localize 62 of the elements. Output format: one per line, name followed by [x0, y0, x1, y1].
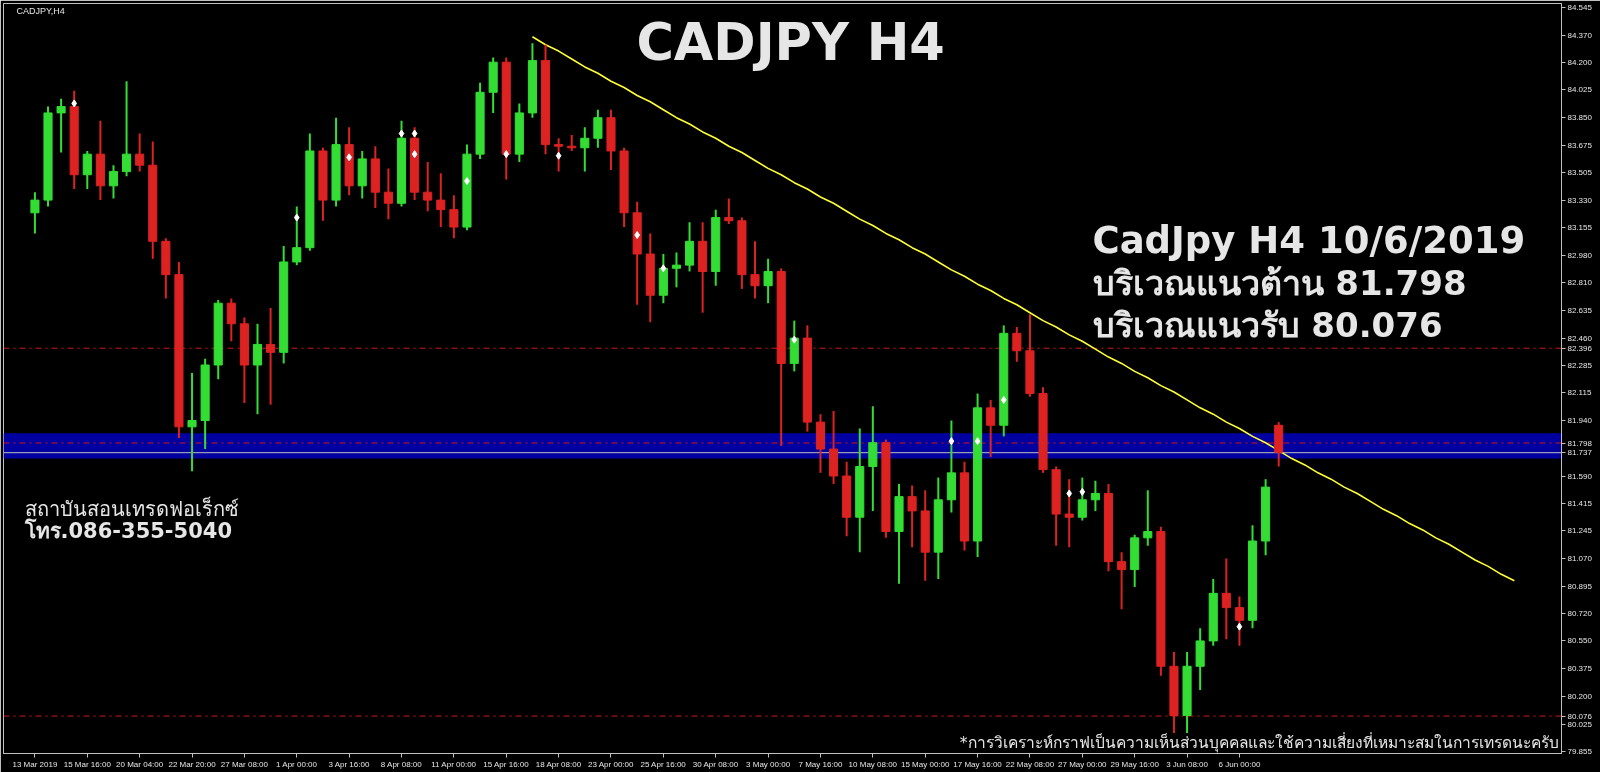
- y-tick-label: 83.675: [1567, 140, 1593, 150]
- x-tick-label: 17 May 16:00: [953, 759, 1003, 769]
- y-tick-label: 81.940: [1567, 416, 1593, 426]
- x-tick-label: 22 Mar 20:00: [168, 759, 217, 769]
- x-tick-label: 18 Apr 08:00: [535, 759, 582, 769]
- annotation: บริเวณแนวรับ 80.076: [1092, 304, 1443, 345]
- y-tick-label: 84.545: [1567, 2, 1593, 12]
- y-tick-label: 82.810: [1567, 278, 1593, 288]
- x-tick-label: 30 Apr 08:00: [692, 759, 739, 769]
- ref-line-label: 81.737: [1567, 448, 1593, 458]
- y-tick-label: 81.415: [1567, 499, 1593, 509]
- x-tick-label: 3 Apr 16:00: [328, 759, 370, 769]
- y-tick-label: 83.505: [1567, 167, 1593, 177]
- x-tick-label: 29 May 16:00: [1110, 759, 1160, 769]
- x-tick-label: 3 May 00:00: [746, 759, 791, 769]
- y-tick-label: 82.115: [1567, 388, 1592, 398]
- y-tick-label: 82.460: [1567, 333, 1593, 343]
- ref-line-label: 82.396: [1567, 343, 1593, 353]
- y-tick-label: 80.200: [1567, 691, 1593, 701]
- x-tick-label: 10 May 08:00: [848, 759, 898, 769]
- y-tick-label: 81.245: [1567, 526, 1593, 536]
- y-tick-label: 81.070: [1567, 553, 1593, 563]
- y-tick-label: 80.895: [1567, 581, 1593, 591]
- x-tick-label: 6 Jun 00:00: [1218, 759, 1261, 769]
- annotation: *การวิเคราะห์กราฟเป็นความเห็นส่วนบุคคลและใช้ความเสี่ยงที่เหมาะสมในการเทรดนะครับ: [959, 731, 1559, 753]
- x-tick-label: 11 Apr 00:00: [431, 759, 477, 769]
- x-tick-label: 1 Apr 00:00: [276, 759, 318, 769]
- y-tick-label: 80.720: [1567, 609, 1593, 619]
- x-tick-label: 3 Jun 08:00: [1166, 759, 1209, 769]
- y-tick-label: 83.330: [1567, 195, 1593, 205]
- x-tick-label: 27 May 00:00: [1058, 759, 1108, 769]
- y-tick-label: 80.550: [1567, 636, 1593, 646]
- x-tick-label: 22 May 08:00: [1005, 759, 1055, 769]
- y-tick-label: 80.025: [1567, 719, 1593, 729]
- x-tick-label: 25 Apr 16:00: [640, 759, 687, 769]
- annotation: CadJpy H4 10/6/2019: [1092, 219, 1526, 262]
- x-tick-label: 8 Apr 08:00: [380, 759, 423, 769]
- y-tick-label: 79.855: [1567, 746, 1593, 756]
- ref-line-label: 80.076: [1567, 711, 1593, 721]
- annotation: บริเวณแนวต้าน 81.798: [1092, 262, 1467, 303]
- y-tick-label: 81.590: [1567, 471, 1593, 481]
- x-tick-label: 15 Apr 16:00: [483, 759, 530, 769]
- x-tick-label: 13 Mar 2019: [12, 759, 58, 769]
- x-tick-label: 7 May 16:00: [798, 759, 844, 769]
- y-tick-label: 84.025: [1567, 85, 1593, 95]
- x-tick-label: 23 Apr 00:00: [588, 759, 634, 769]
- chart-title: CADJPY H4: [636, 12, 945, 72]
- y-tick-label: 82.635: [1567, 305, 1593, 315]
- y-tick-label: 83.850: [1567, 113, 1593, 123]
- x-tick-label: 20 Mar 04:00: [116, 759, 164, 769]
- x-tick-label: 15 May 00:00: [900, 759, 950, 769]
- annotation: โทร.086-355-5040: [23, 517, 233, 543]
- y-tick-label: 80.375: [1567, 664, 1593, 674]
- y-tick-label: 84.370: [1567, 30, 1593, 40]
- y-tick-label: 83.155: [1567, 223, 1593, 233]
- annotation: CADJPY,H4: [16, 5, 65, 16]
- y-tick-label: 84.200: [1567, 57, 1593, 67]
- x-tick-label: 27 Mar 08:00: [220, 759, 269, 769]
- y-tick-label: 82.980: [1567, 251, 1593, 261]
- x-tick-label: 15 Mar 16:00: [63, 759, 112, 769]
- y-tick-label: 82.285: [1567, 361, 1593, 371]
- ref-line-label: 81.798: [1567, 438, 1593, 448]
